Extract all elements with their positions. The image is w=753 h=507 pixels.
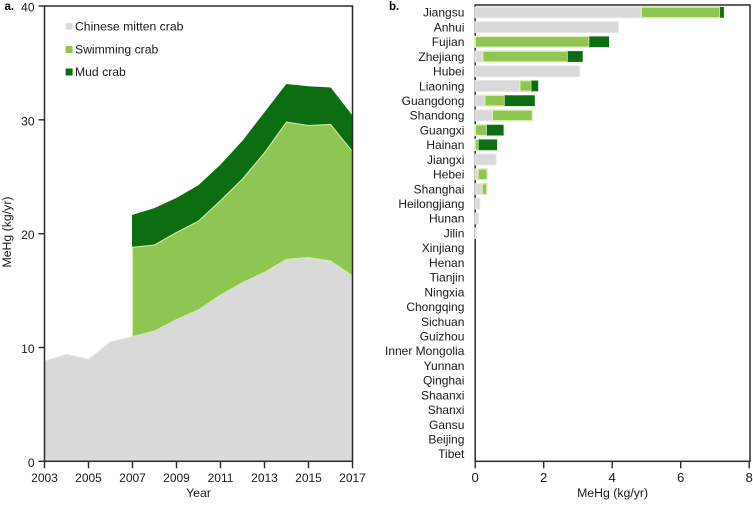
svg-text:10: 10 bbox=[21, 342, 35, 356]
svg-text:Inner Mongolia: Inner Mongolia bbox=[385, 344, 465, 358]
svg-text:Anhui: Anhui bbox=[434, 20, 465, 34]
svg-text:2009: 2009 bbox=[163, 471, 190, 485]
svg-text:Qinghai: Qinghai bbox=[423, 374, 464, 388]
svg-text:2015: 2015 bbox=[295, 471, 322, 485]
svg-text:Shandong: Shandong bbox=[410, 109, 465, 123]
svg-text:Guangdong: Guangdong bbox=[402, 94, 465, 108]
svg-text:MeHg (kg/yr): MeHg (kg/yr) bbox=[0, 196, 14, 267]
svg-text:Shanghai: Shanghai bbox=[414, 182, 465, 196]
svg-text:8: 8 bbox=[746, 470, 753, 485]
svg-text:Heilongjiang: Heilongjiang bbox=[398, 197, 464, 211]
svg-text:2005: 2005 bbox=[75, 471, 102, 485]
svg-text:2007: 2007 bbox=[119, 471, 146, 485]
svg-text:b.: b. bbox=[389, 1, 399, 13]
svg-text:Tibet: Tibet bbox=[438, 447, 465, 461]
svg-text:Chinese mitten crab: Chinese mitten crab bbox=[75, 20, 184, 34]
svg-text:Jiangxi: Jiangxi bbox=[427, 153, 464, 167]
svg-text:Guangxi: Guangxi bbox=[420, 123, 465, 137]
svg-text:Xinjiang: Xinjiang bbox=[422, 241, 465, 255]
svg-text:2017: 2017 bbox=[339, 471, 366, 485]
svg-text:Tianjin: Tianjin bbox=[429, 271, 464, 285]
svg-text:Hunan: Hunan bbox=[429, 212, 464, 226]
svg-text:Sichuan: Sichuan bbox=[421, 315, 464, 329]
svg-text:40: 40 bbox=[21, 1, 35, 15]
svg-text:2: 2 bbox=[540, 470, 547, 485]
svg-text:Mud crab: Mud crab bbox=[75, 65, 126, 79]
svg-text:Shaanxi: Shaanxi bbox=[421, 388, 464, 402]
svg-text:a.: a. bbox=[5, 1, 15, 13]
svg-text:20: 20 bbox=[21, 228, 35, 242]
svg-text:Guizhou: Guizhou bbox=[420, 330, 465, 344]
svg-text:Liaoning: Liaoning bbox=[419, 79, 464, 93]
svg-text:Jilin: Jilin bbox=[444, 227, 465, 241]
svg-text:2003: 2003 bbox=[31, 471, 58, 485]
svg-text:30: 30 bbox=[21, 114, 35, 128]
svg-text:Shanxi: Shanxi bbox=[428, 403, 465, 417]
svg-text:Hebei: Hebei bbox=[433, 168, 464, 182]
svg-text:Zhejiang: Zhejiang bbox=[418, 50, 464, 64]
svg-text:0: 0 bbox=[28, 456, 35, 470]
svg-text:Swimming crab: Swimming crab bbox=[75, 43, 159, 57]
svg-text:4: 4 bbox=[609, 470, 616, 485]
svg-text:6: 6 bbox=[677, 470, 684, 485]
svg-text:Hubei: Hubei bbox=[433, 65, 464, 79]
svg-text:Fujian: Fujian bbox=[432, 35, 465, 49]
svg-text:Beijing: Beijing bbox=[428, 433, 464, 447]
svg-text:Henan: Henan bbox=[429, 256, 464, 270]
svg-text:2011: 2011 bbox=[208, 471, 234, 485]
svg-text:Ningxia: Ningxia bbox=[424, 285, 464, 299]
svg-text:Jiangsu: Jiangsu bbox=[423, 6, 464, 20]
svg-text:2013: 2013 bbox=[251, 471, 278, 485]
svg-text:Hainan: Hainan bbox=[426, 138, 464, 152]
svg-text:Yunnan: Yunnan bbox=[424, 359, 465, 373]
svg-text:MeHg (kg/yr): MeHg (kg/yr) bbox=[577, 486, 648, 500]
svg-text:Year: Year bbox=[186, 486, 211, 500]
svg-text:0: 0 bbox=[472, 470, 479, 485]
svg-text:Gansu: Gansu bbox=[429, 418, 464, 432]
svg-text:Chongqing: Chongqing bbox=[406, 300, 464, 314]
